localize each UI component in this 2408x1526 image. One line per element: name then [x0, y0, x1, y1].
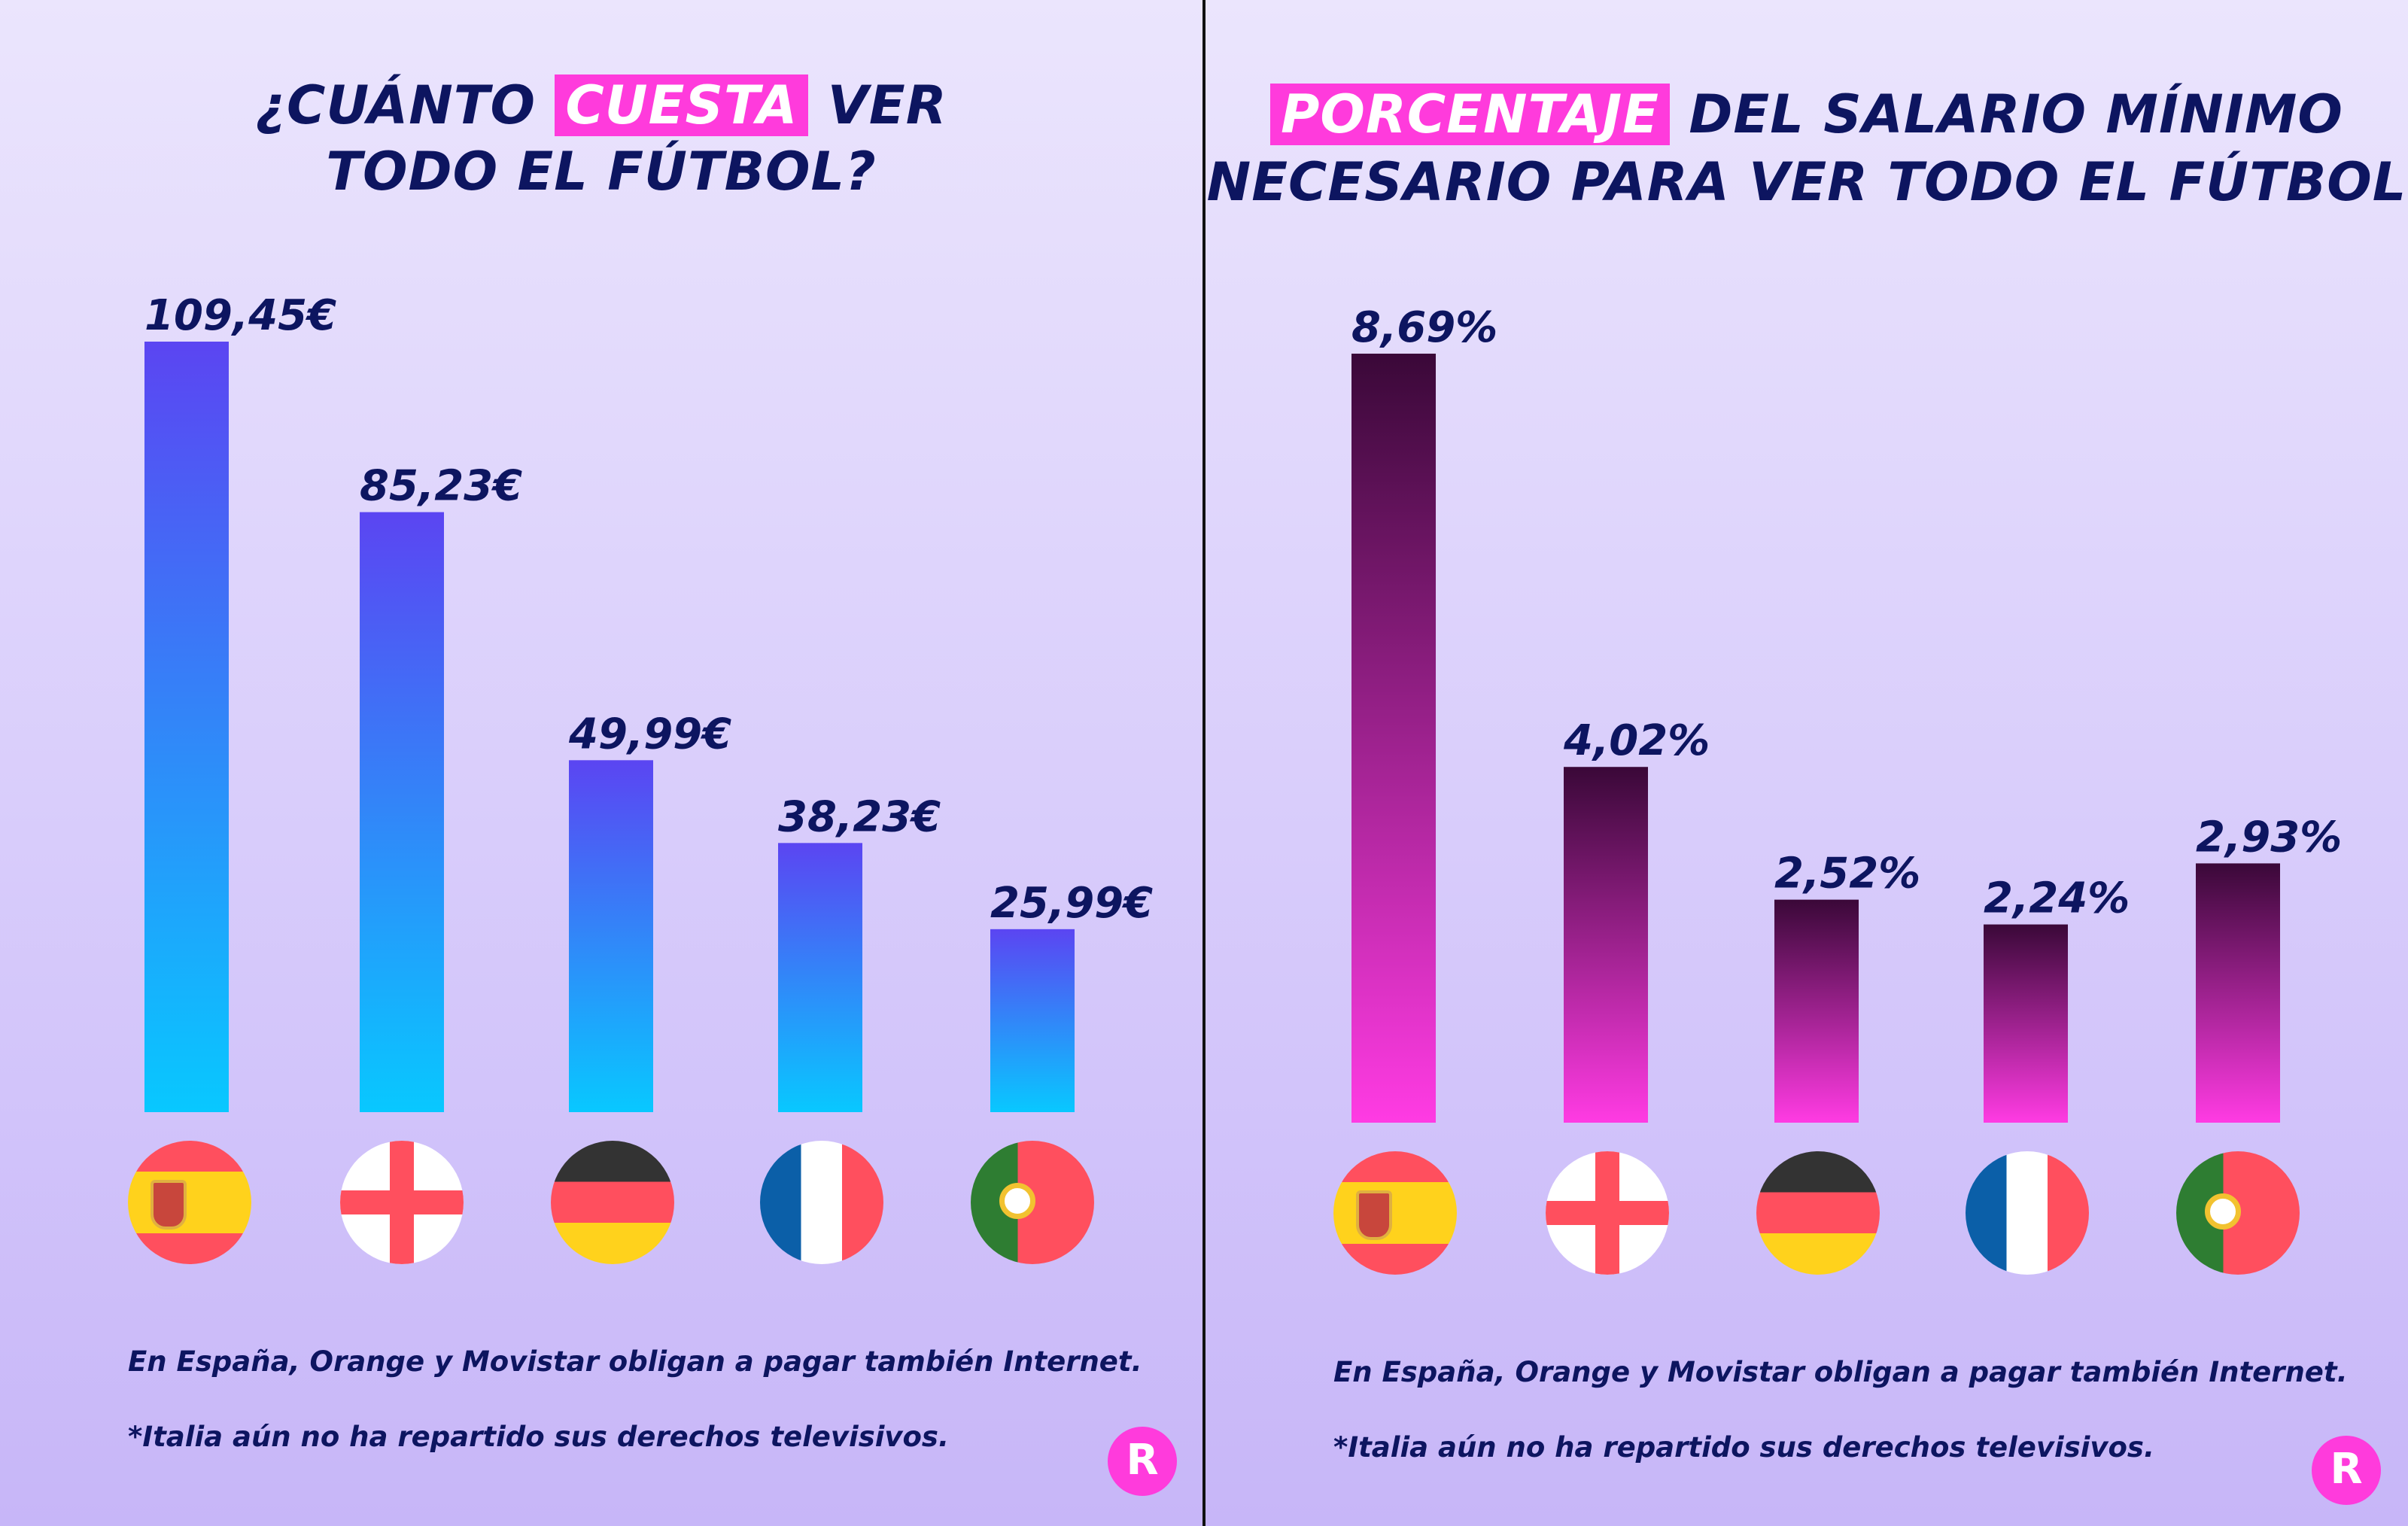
- cost-bar-chart: 109,45€ 85,23€ 49,99€ 38,23€ 25,99€: [144, 291, 1153, 1112]
- bar-francia: [1984, 924, 2068, 1123]
- pct-title-line2: NECESARIO PARA VER TODO EL FÚTBOL: [1206, 151, 2407, 213]
- brand-logo-icon: R: [2312, 1436, 2381, 1505]
- flag-fr-icon: [1966, 1151, 2089, 1275]
- bar-españa: [1351, 354, 1436, 1123]
- cost-title-line1: ¿CUÁNTO CUESTA VER: [0, 72, 1202, 138]
- pct-title-highlight: PORCENTAJE: [1270, 84, 1670, 145]
- data-label-españa: 8,69%: [1351, 303, 1497, 352]
- flag-de-icon: [1756, 1151, 1880, 1275]
- pct-title-line1: PORCENTAJE DEL SALARIO MÍNIMO: [1206, 81, 2408, 147]
- bar-portugal: [990, 929, 1075, 1112]
- pct-title-post: DEL SALARIO MÍNIMO: [1689, 84, 2343, 145]
- cost-title-highlight: CUESTA: [555, 74, 809, 136]
- flag-en-icon: [340, 1141, 464, 1264]
- data-label-alemania: 49,99€: [568, 710, 731, 758]
- bar-españa: [144, 342, 229, 1112]
- data-label-alemania: 2,52%: [1774, 850, 1920, 898]
- data-label-portugal: 25,99€: [990, 879, 1153, 928]
- bar-inglaterra: [360, 512, 444, 1112]
- data-label-francia: 2,24%: [1984, 874, 2130, 923]
- data-label-inglaterra: 4,02%: [1563, 716, 1710, 765]
- pct-note-italy: *Italia aún no ha repartido sus derechos…: [1333, 1431, 2155, 1464]
- cost-title-pre: ¿CUÁNTO: [255, 74, 537, 136]
- cost-title-post: VER: [827, 74, 947, 136]
- bar-alemania: [569, 760, 653, 1112]
- flag-de-icon: [551, 1141, 674, 1264]
- flag-pt-icon: [971, 1141, 1094, 1264]
- bar-alemania: [1774, 899, 1859, 1123]
- data-label-inglaterra: 85,23€: [360, 462, 522, 511]
- pct-note-internet: En España, Orange y Movistar obligan a p…: [1333, 1356, 2348, 1388]
- cost-panel: ¿CUÁNTO CUESTA VER TODO EL FÚTBOL? 109,4…: [0, 0, 1202, 1526]
- bar-francia: [778, 843, 862, 1112]
- bar-portugal: [2196, 863, 2280, 1123]
- data-label-francia: 38,23€: [778, 792, 941, 841]
- percentage-panel: PORCENTAJE DEL SALARIO MÍNIMO NECESARIO …: [1206, 0, 2408, 1526]
- cost-note-internet: En España, Orange y Movistar obligan a p…: [128, 1345, 1142, 1378]
- data-label-españa: 109,45€: [144, 291, 336, 340]
- brand-logo-icon: R: [1108, 1427, 1177, 1496]
- flag-es-icon: [128, 1141, 251, 1264]
- cost-note-italy: *Italia aún no ha repartido sus derechos…: [128, 1421, 950, 1453]
- cost-title-line2: TODO EL FÚTBOL?: [326, 141, 877, 202]
- data-label-portugal: 2,93%: [2196, 813, 2342, 862]
- bar-inglaterra: [1564, 767, 1648, 1123]
- flag-es-icon: [1333, 1151, 1457, 1275]
- flag-en-icon: [1546, 1151, 1669, 1275]
- percentage-bar-chart: 8,69% 4,02% 2,52% 2,24% 2,93%: [1351, 303, 2342, 1123]
- flag-pt-icon: [2176, 1151, 2300, 1275]
- flag-fr-icon: [760, 1141, 883, 1264]
